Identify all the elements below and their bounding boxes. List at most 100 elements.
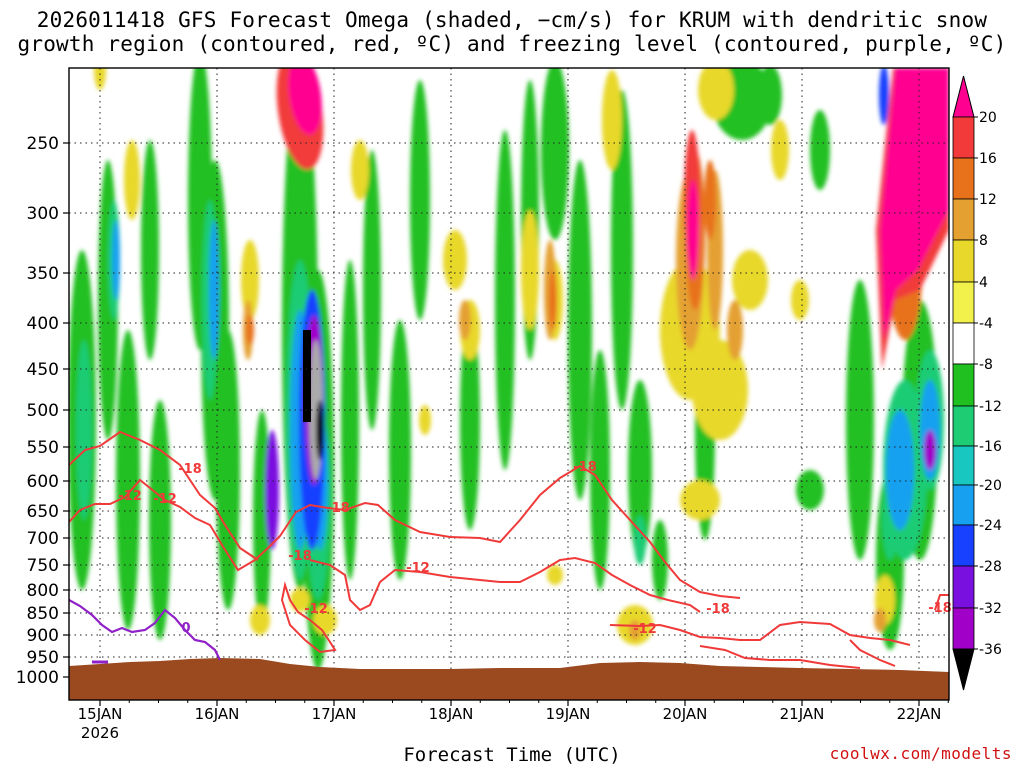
dgz-contour-label: -12 [633,622,657,637]
omega-cell [758,68,782,125]
colorbar-label: 16 [979,151,997,167]
colorbar-bottom-arrow [952,648,975,691]
dgz-contour-line [849,639,896,667]
omega-cell [680,480,720,520]
omega-cell [363,150,381,430]
omega-shading [69,68,949,670]
omega-cell [846,280,874,560]
omega-cell [341,260,359,580]
dgz-contour-label: -18 [928,601,952,616]
x-tick-label: 22JAN [897,705,942,723]
colorbar-label: -12 [979,399,1002,415]
dgz-contour-line [609,620,911,646]
colorbar-label: -24 [979,518,1002,534]
omega-cell [652,520,668,600]
dgz-contour-label: -12 [118,489,142,504]
omega-cell [727,300,743,360]
freezing-contour-label: 0 [181,621,190,636]
x-tick-label: 20JAN [663,705,708,723]
omega-cell [76,340,92,520]
dgz-contour-line [934,594,949,611]
colorbar-band [952,524,975,567]
colorbar-band [952,445,975,486]
omega-cell [549,270,557,330]
omega-cell [886,410,914,530]
y-tick-label: 550 [27,438,59,458]
colorbar-label: -16 [979,439,1002,455]
omega-cell [389,320,411,580]
omega-cell [116,330,140,630]
colorbar-label: -20 [979,478,1002,494]
y-tick-label: 700 [27,529,59,549]
omega-cell [547,565,563,585]
omega-core-max [303,330,311,422]
y-tick-label: 600 [27,472,59,492]
omega-cell [521,210,539,330]
dgz-contour-label: -12 [406,561,430,576]
omega-cell [796,470,824,510]
dgz-contour-label: -18 [288,549,312,564]
omega-cell [704,160,716,240]
omega-cell [568,160,592,500]
omega-cell [265,430,279,550]
freezing-level-contours [69,599,221,664]
colorbar-label: -8 [979,357,993,373]
colorbar-label: -4 [979,316,993,332]
dgz-contour-line [69,430,259,561]
omega-cell [771,120,789,180]
colorbar-band [952,405,975,447]
y-tick-label: 900 [27,626,59,646]
omega-cell [879,68,889,125]
omega-cell [94,68,106,90]
omega-cell [288,68,322,135]
colorbar-label: 8 [979,233,988,249]
dgz-contours [69,430,949,669]
colorbar-top-arrow [952,75,975,118]
omega-cell [732,250,768,310]
x-tick-label: 19JAN [546,705,591,723]
x-axis-label: Forecast Time (UTC) [403,744,621,766]
omega-cell [241,240,259,320]
colorbar-band [952,565,975,609]
colorbar-band [952,157,975,200]
y-tick-label: 650 [27,502,59,522]
y-tick-label: 400 [27,314,59,334]
y-tick-label: 300 [27,204,59,224]
y-axis: 2503003504004505005506006507007508008509… [16,134,69,688]
omega-cell [874,608,886,632]
omega-cell [410,80,430,320]
omega-cell [924,430,936,470]
omega-cell [628,380,652,560]
y-tick-label: 500 [27,401,59,421]
omega-cell [316,400,324,460]
dgz-contour-label: -12 [153,492,177,507]
omega-cell [687,180,699,280]
colorbar-label: 20 [979,110,997,126]
colorbar-label: 4 [979,275,988,291]
y-tick-label: 350 [27,264,59,284]
omega-cell [698,68,734,120]
dgz-contour-label: -18 [573,460,597,475]
omega-cell [250,605,270,635]
omega-cell [810,110,830,190]
colorbar: 20 16 12 8 4 -4 -8 -12 -16 -20 -24 -28 -32 -36 [952,75,1002,691]
colorbar-label: 12 [979,192,997,208]
x-tick-label: 16JAN [195,705,240,723]
x-tick-label: 17JAN [312,705,357,723]
y-tick-label: 800 [27,581,59,601]
colorbar-band [952,281,975,324]
colorbar-band [952,607,975,650]
y-tick-label: 950 [27,648,59,668]
colorbar-band [952,198,975,241]
dgz-contour-line [69,464,741,599]
credit-link[interactable]: coolwx.com/modelts [829,744,1012,763]
freezing-line [69,599,221,661]
x-year-label: 2026 [81,724,119,742]
y-tick-label: 450 [27,360,59,380]
omega-cell [149,400,171,640]
omega-cell [541,68,569,240]
dgz-contour-line [309,556,701,613]
omega-cell [495,130,515,470]
